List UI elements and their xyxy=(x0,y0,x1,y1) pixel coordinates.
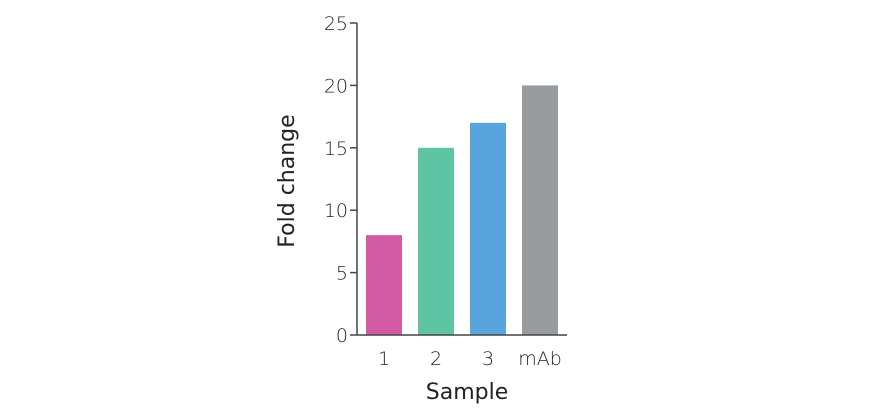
y-tick-label: 15 xyxy=(324,138,348,160)
bar-2 xyxy=(418,147,454,335)
bar-1 xyxy=(366,235,402,335)
y-tick-label: 10 xyxy=(324,200,348,222)
x-tick-label: 1 xyxy=(378,348,390,370)
x-axis: 1 2 3 mAb xyxy=(357,334,567,370)
y-tick-label: 0 xyxy=(336,325,348,347)
x-axis-title: Sample xyxy=(426,380,509,405)
y-axis-title: Fold change xyxy=(275,114,300,247)
x-tick-label: mAb xyxy=(518,348,562,370)
x-tick-label: 3 xyxy=(482,348,494,370)
bar-3 xyxy=(470,122,506,335)
y-tick-label: 20 xyxy=(324,75,348,97)
bars-group xyxy=(366,85,558,336)
bar-mAb xyxy=(522,85,558,336)
y-axis: 0 5 10 15 20 25 xyxy=(324,13,358,347)
x-tick-label: 2 xyxy=(430,348,442,370)
y-tick-label: 25 xyxy=(324,13,348,35)
y-tick-label: 5 xyxy=(336,263,348,285)
